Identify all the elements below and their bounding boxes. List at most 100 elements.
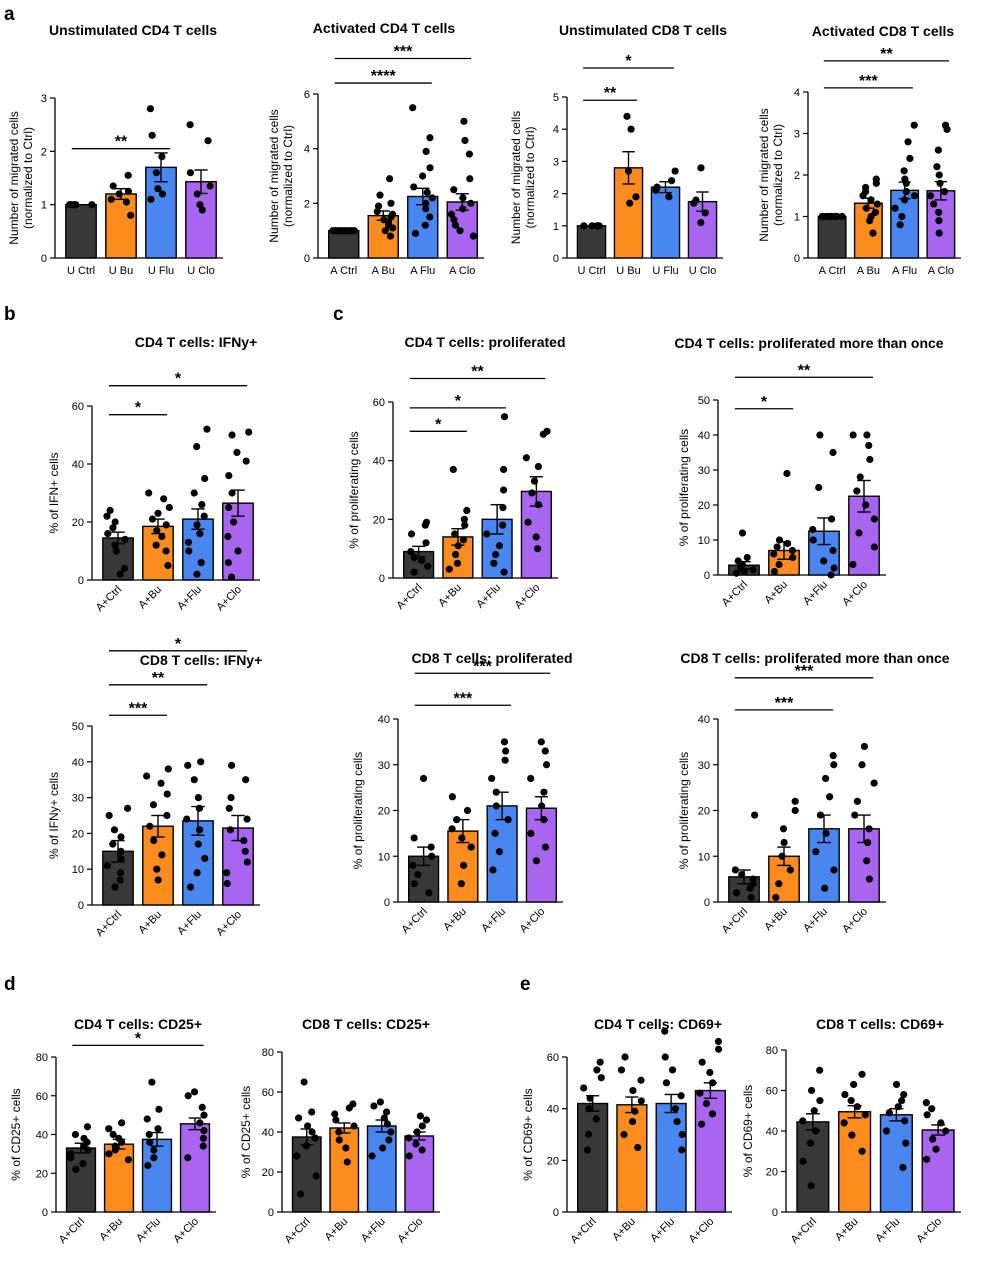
data-point <box>240 836 248 845</box>
y-tick-label: 0 <box>553 1207 559 1219</box>
data-point <box>160 495 168 503</box>
data-point <box>145 489 153 497</box>
data-point <box>850 1080 858 1089</box>
panel-label-b: b <box>4 304 16 325</box>
chart-7: 0 10 20 30 40 50 % of proliferating cells A+Ctr… <box>677 362 886 609</box>
significance-label: * <box>135 400 142 417</box>
data-point <box>749 566 757 574</box>
data-point <box>165 503 173 512</box>
data-point <box>335 1128 343 1136</box>
y-tick-label: 80 <box>36 1052 48 1064</box>
data-point <box>922 1099 930 1107</box>
data-point <box>882 1127 891 1135</box>
data-point <box>424 562 432 570</box>
x-tick-label: A+Flu <box>134 1216 163 1245</box>
data-point <box>105 1150 113 1158</box>
bar-A+Flu <box>486 805 518 903</box>
data-point <box>629 1086 637 1095</box>
data-point <box>153 865 161 873</box>
data-point <box>483 530 491 538</box>
data-point <box>543 427 551 435</box>
data-point <box>197 758 205 766</box>
x-tick-label: U Flu <box>148 265 174 277</box>
x-tick-label: A+Ctrl <box>568 1216 598 1246</box>
data-point <box>195 826 204 834</box>
chart-title-2: Activated CD4 T cells <box>313 20 456 36</box>
data-point <box>697 164 705 172</box>
data-point <box>910 192 919 200</box>
data-point <box>932 1145 940 1153</box>
data-point <box>453 559 462 567</box>
data-point <box>894 1103 902 1111</box>
chart-4: 0 1 2 3 4 Number of migrated cells (normalized… <box>757 46 961 277</box>
y-tick-label: 20 <box>698 500 710 512</box>
data-point <box>387 1128 395 1136</box>
data-point <box>150 1154 158 1162</box>
data-point <box>668 1066 677 1074</box>
data-point <box>819 212 828 221</box>
y-axis-label: % of IFN+ cells <box>47 452 61 533</box>
data-point <box>109 840 117 848</box>
data-point <box>117 847 125 855</box>
y-tick-label: 60 <box>766 1086 778 1098</box>
data-point <box>816 811 825 819</box>
data-point <box>871 208 879 216</box>
data-point <box>419 774 428 783</box>
data-point <box>193 190 201 198</box>
significance-label: *** <box>795 663 814 680</box>
data-point <box>540 788 548 796</box>
data-point <box>653 183 661 191</box>
data-point <box>418 556 426 565</box>
data-point <box>67 1150 75 1158</box>
data-point <box>773 543 781 551</box>
data-point <box>243 858 251 866</box>
data-point <box>111 1142 119 1150</box>
data-point <box>242 776 250 784</box>
significance-label: * <box>435 416 442 433</box>
data-point <box>342 1144 350 1152</box>
data-point <box>106 506 114 514</box>
y-axis-label: (normalized to Ctrl) <box>771 124 785 226</box>
data-point <box>671 1105 680 1113</box>
data-point <box>117 854 125 863</box>
data-point <box>499 521 507 529</box>
data-point <box>732 569 741 577</box>
data-point <box>201 854 209 863</box>
y-tick-label: 40 <box>72 459 84 471</box>
data-point <box>242 457 250 465</box>
data-point <box>449 465 457 474</box>
x-tick-label: A+Clo <box>214 909 244 939</box>
data-point <box>293 1152 301 1160</box>
data-point <box>388 210 397 218</box>
data-point <box>829 448 837 457</box>
data-point <box>830 761 838 769</box>
y-tick-label: 40 <box>36 1130 48 1142</box>
data-point <box>697 218 705 227</box>
data-point <box>779 825 788 833</box>
data-point <box>380 1114 388 1122</box>
data-point <box>199 1134 208 1142</box>
data-point <box>163 790 171 798</box>
data-point <box>152 169 160 177</box>
x-tick-label: A+Clo <box>518 906 548 936</box>
data-point <box>427 843 435 851</box>
data-point <box>827 515 836 523</box>
data-point <box>840 1119 848 1127</box>
significance-label: ** <box>115 134 128 151</box>
data-point <box>698 1058 706 1066</box>
data-point <box>864 838 872 847</box>
significance-label: **** <box>371 68 397 85</box>
data-point <box>223 879 231 888</box>
data-point <box>830 564 838 572</box>
x-tick-label: A+Flu <box>801 906 830 935</box>
data-point <box>201 474 209 483</box>
y-tick-label: 1 <box>794 212 800 224</box>
chart-1: 0 1 2 3 Number of migrated cells (normalized … <box>7 93 223 277</box>
significance-label: ** <box>604 85 617 102</box>
x-tick-label: A+Ctrl <box>720 906 750 936</box>
data-point <box>152 541 160 549</box>
data-point <box>677 1092 685 1100</box>
data-point <box>731 866 739 874</box>
data-point <box>862 204 870 212</box>
